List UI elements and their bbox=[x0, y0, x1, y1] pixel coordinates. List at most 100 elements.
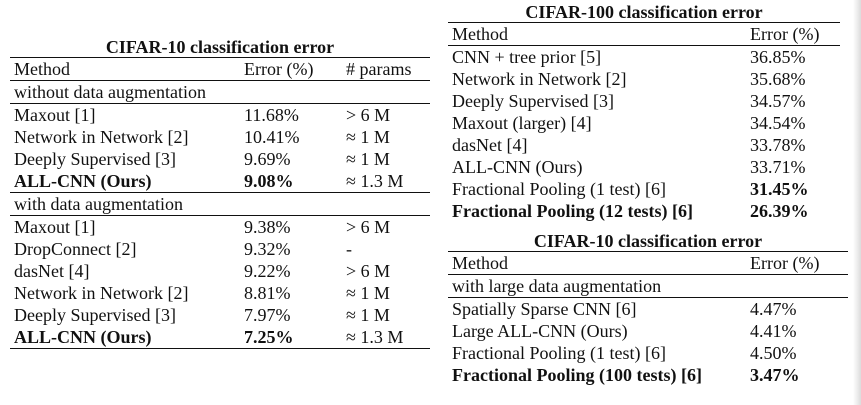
method-cell: Network in Network [2] bbox=[14, 283, 189, 303]
table-row: Spatially Sparse CNN [6] 4.47% bbox=[448, 298, 848, 321]
table-row: DropConnect [2] 9.32% - bbox=[10, 238, 430, 260]
method-cell: dasNet [4] bbox=[452, 135, 528, 155]
error-cell: 31.45% bbox=[750, 179, 809, 199]
table-row: Maxout (larger) [4] 34.54% bbox=[448, 112, 840, 134]
column-header: Error (%) bbox=[240, 57, 340, 81]
column-header: Method bbox=[448, 22, 746, 46]
error-cell: 26.39% bbox=[750, 201, 809, 221]
method-cell: ALL-CNN (Ours) bbox=[10, 326, 240, 349]
method-cell: Spatially Sparse CNN [6] bbox=[452, 299, 637, 319]
cifar10-large-title: CIFAR-10 classification error bbox=[533, 231, 763, 251]
method-cell: DropConnect [2] bbox=[14, 239, 137, 259]
error-cell: 35.68% bbox=[750, 69, 806, 89]
table-row: dasNet [4] 33.78% bbox=[448, 134, 840, 156]
params-cell: ≈ 1.3 M bbox=[340, 326, 430, 349]
error-cell: 9.08% bbox=[240, 170, 340, 193]
table-row: Maxout [1] 9.38% > 6 M bbox=[10, 216, 430, 239]
method-cell: CNN + tree prior [5] bbox=[452, 47, 602, 67]
params-cell: ≈ 1 M bbox=[346, 283, 390, 303]
cifar10-large-table: Method Error (%) with large data augmentat… bbox=[448, 251, 848, 386]
params-cell: > 6 M bbox=[346, 261, 391, 281]
cifar100-table-block: CIFAR-100 classification error Method Err… bbox=[448, 2, 840, 222]
error-cell: 4.41% bbox=[750, 321, 797, 341]
section-label: with data augmentation bbox=[10, 192, 430, 216]
table-row: dasNet [4] 9.22% > 6 M bbox=[10, 260, 430, 282]
method-cell: Maxout [1] bbox=[14, 105, 96, 125]
header-row: Method Error (%) bbox=[448, 22, 840, 46]
table-row: Network in Network [2] 10.41% ≈ 1 M bbox=[10, 126, 430, 148]
table-row: Fractional Pooling (1 test) [6] 31.45% bbox=[448, 178, 840, 200]
method-cell: Fractional Pooling (100 tests) [6] bbox=[452, 365, 702, 385]
error-cell: 4.47% bbox=[750, 299, 797, 319]
error-cell: 9.32% bbox=[244, 239, 291, 259]
method-cell: Deeply Supervised [3] bbox=[452, 91, 614, 111]
params-cell: > 6 M bbox=[346, 217, 391, 237]
header-row: Method Error (%) bbox=[448, 251, 848, 275]
error-cell: 34.57% bbox=[750, 91, 806, 111]
method-cell: Network in Network [2] bbox=[452, 69, 627, 89]
cifar10-title: CIFAR-10 classification error bbox=[105, 37, 335, 57]
table-row: Maxout [1] 11.68% > 6 M bbox=[10, 104, 430, 127]
column-header: Method bbox=[448, 251, 746, 275]
method-cell: Maxout [1] bbox=[14, 217, 96, 237]
section-label: without data augmentation bbox=[10, 80, 430, 104]
table-row: Deeply Supervised [3] 34.57% bbox=[448, 90, 840, 112]
params-cell: ≈ 1.3 M bbox=[340, 170, 430, 193]
section-row: without data augmentation bbox=[10, 80, 430, 104]
section-row: with data augmentation bbox=[10, 192, 430, 216]
cifar100-title: CIFAR-100 classification error bbox=[525, 2, 763, 22]
error-cell: 9.69% bbox=[244, 149, 291, 169]
table-row: Deeply Supervised [3] 7.97% ≈ 1 M bbox=[10, 304, 430, 326]
cifar10-table: Method Error (%) # params without data augm… bbox=[10, 57, 430, 349]
table-row: CNN + tree prior [5] 36.85% bbox=[448, 46, 840, 69]
params-cell: > 6 M bbox=[346, 105, 391, 125]
error-cell: 34.54% bbox=[750, 113, 806, 133]
error-cell: 11.68% bbox=[244, 105, 299, 125]
column-header: Error (%) bbox=[746, 251, 848, 275]
error-cell: 9.22% bbox=[244, 261, 291, 281]
method-cell: Maxout (larger) [4] bbox=[452, 113, 592, 133]
table-row: Fractional Pooling (12 tests) [6] 26.39% bbox=[448, 200, 840, 222]
error-cell: 7.97% bbox=[244, 305, 291, 325]
header-row: Method Error (%) # params bbox=[10, 57, 430, 81]
table-row: Fractional Pooling (1 test) [6] 4.50% bbox=[448, 342, 848, 364]
error-cell: 8.81% bbox=[244, 283, 291, 303]
cifar10-large-table-block: CIFAR-10 classification error Method Erro… bbox=[448, 231, 848, 386]
method-cell: Large ALL-CNN (Ours) bbox=[452, 321, 628, 341]
error-cell: 7.25% bbox=[240, 326, 340, 349]
error-cell: 4.50% bbox=[750, 343, 797, 363]
table-row: ALL-CNN (Ours) 9.08% ≈ 1.3 M bbox=[10, 170, 430, 193]
column-header: Method bbox=[10, 57, 240, 81]
method-cell: Fractional Pooling (1 test) [6] bbox=[452, 343, 666, 363]
error-cell: 10.41% bbox=[244, 127, 300, 147]
params-cell: ≈ 1 M bbox=[346, 127, 390, 147]
params-cell: ≈ 1 M bbox=[346, 305, 390, 325]
method-cell: Network in Network [2] bbox=[14, 127, 189, 147]
table-row: Deeply Supervised [3] 9.69% ≈ 1 M bbox=[10, 148, 430, 170]
method-cell: Deeply Supervised [3] bbox=[14, 305, 176, 325]
cifar10-table-block: CIFAR-10 classification error Method Erro… bbox=[10, 37, 430, 349]
table-row: Network in Network [2] 8.81% ≈ 1 M bbox=[10, 282, 430, 304]
params-cell: ≈ 1 M bbox=[346, 149, 390, 169]
method-cell: ALL-CNN (Ours) bbox=[452, 157, 583, 177]
table-row: Fractional Pooling (100 tests) [6] 3.47% bbox=[448, 364, 848, 386]
method-cell: Fractional Pooling (12 tests) [6] bbox=[452, 201, 693, 221]
error-cell: 36.85% bbox=[750, 47, 806, 67]
table-row: Large ALL-CNN (Ours) 4.41% bbox=[448, 320, 848, 342]
method-cell: Fractional Pooling (1 test) [6] bbox=[452, 179, 666, 199]
error-cell: 33.71% bbox=[750, 157, 806, 177]
error-cell: 3.47% bbox=[750, 365, 800, 385]
method-cell: dasNet [4] bbox=[14, 261, 90, 281]
table-row: Network in Network [2] 35.68% bbox=[448, 68, 840, 90]
section-label: with large data augmentation bbox=[448, 274, 848, 298]
method-cell: ALL-CNN (Ours) bbox=[10, 170, 240, 193]
error-cell: 33.78% bbox=[750, 135, 806, 155]
table-row: ALL-CNN (Ours) 33.71% bbox=[448, 156, 840, 178]
column-header: Error (%) bbox=[746, 22, 840, 46]
cifar100-table: Method Error (%) CNN + tree prior [5] 36.85… bbox=[448, 22, 840, 222]
section-row: with large data augmentation bbox=[448, 274, 848, 298]
method-cell: Deeply Supervised [3] bbox=[14, 149, 176, 169]
table-row: ALL-CNN (Ours) 7.25% ≈ 1.3 M bbox=[10, 326, 430, 349]
params-cell: - bbox=[346, 239, 352, 259]
page-edge-shadow bbox=[853, 0, 861, 405]
